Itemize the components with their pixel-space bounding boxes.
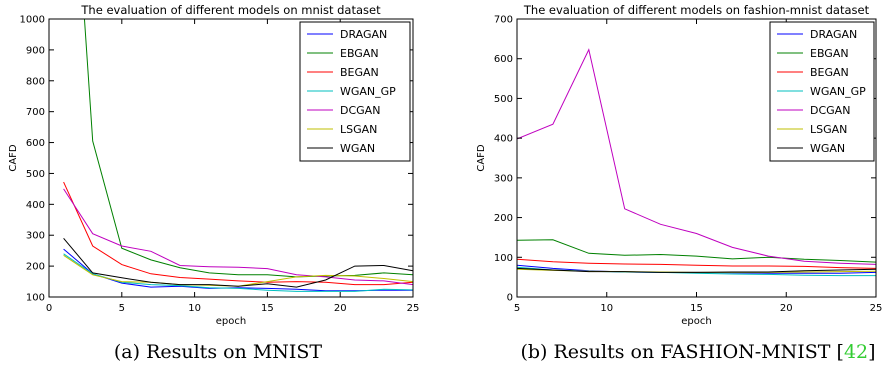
x-tick-label: 25 — [870, 303, 883, 314]
y-tick-label: 200 — [26, 262, 45, 273]
plot-frame — [48, 18, 414, 298]
series-line-ebgan — [83, 19, 413, 278]
legend-label-wgan-gp: WGAN_GP — [810, 85, 866, 98]
caption-fashion-mnist-ref-open: [ — [830, 341, 843, 363]
x-tick-label: 15 — [690, 303, 703, 314]
x-tick-label: 5 — [514, 303, 520, 314]
caption-mnist: (a) Results on MNIST — [114, 341, 323, 363]
caption-fashion-mnist: (b) Results on FASHION-MNIST [42] — [520, 341, 875, 363]
y-tick-label: 700 — [494, 15, 513, 26]
series-line-began — [63, 181, 413, 286]
series-line-began — [517, 258, 876, 269]
y-tick-label: 600 — [494, 54, 513, 65]
y-tick-label: 0 — [507, 293, 513, 304]
legend-label-dragan: DRAGAN — [810, 28, 857, 41]
legend-label-ebgan: EBGAN — [340, 47, 379, 60]
x-tick-label: 5 — [119, 303, 125, 314]
x-tick-label: 20 — [780, 303, 793, 314]
series-line-wgan — [517, 267, 876, 273]
chart-title: The evaluation of different models on mn… — [80, 3, 381, 17]
y-tick-label: 300 — [26, 231, 45, 242]
y-tick-label: 900 — [26, 45, 45, 56]
y-tick-label: 200 — [494, 213, 513, 224]
y-tick-label: 500 — [494, 94, 513, 105]
y-tick-label: 300 — [494, 173, 513, 184]
legend-label-began: BEGAN — [810, 66, 849, 79]
series-line-ebgan — [517, 239, 876, 263]
y-tick-label: 700 — [26, 107, 45, 118]
chart-mnist: 0 5 10 15 20 25 100 200 300 400 500 600 700 800 900 100… — [8, 3, 420, 327]
y-tick-label: 1000 — [20, 15, 45, 26]
legend-label-dcgan: DCGAN — [340, 104, 380, 117]
series-line-wgan-gp — [63, 253, 413, 292]
legend-label-dragan: DRAGAN — [340, 28, 387, 41]
y-tick-label: 100 — [494, 253, 513, 264]
x-tick-label: 10 — [188, 303, 201, 314]
series-group — [63, 19, 413, 292]
legend-label-lsgan: LSGAN — [340, 123, 377, 136]
legend-label-wgan: WGAN — [340, 142, 375, 155]
y-tick-label: 100 — [26, 293, 45, 304]
y-tick-label: 400 — [494, 134, 513, 145]
series-line-dcgan — [517, 48, 876, 265]
series-group — [517, 48, 876, 277]
legend-label-wgan-gp: WGAN_GP — [340, 85, 396, 98]
x-axis-label: epoch — [216, 316, 246, 327]
y-tick-label: 400 — [26, 200, 45, 211]
x-tick-label: 0 — [46, 303, 52, 314]
legend-label-wgan: WGAN — [810, 142, 845, 155]
caption-fashion-mnist-text: (b) Results on FASHION-MNIST — [520, 341, 830, 363]
y-tick-label: 500 — [26, 169, 45, 180]
y-tick-label: 600 — [26, 138, 45, 149]
legend-label-began: BEGAN — [340, 66, 379, 79]
caption-fashion-mnist-ref: 42 — [844, 341, 868, 363]
legend-label-lsgan: LSGAN — [810, 123, 847, 136]
legend-label-dcgan: DCGAN — [810, 104, 850, 117]
y-axis-label: CAFD — [476, 144, 487, 172]
x-tick-label: 10 — [600, 303, 613, 314]
series-line-dcgan — [63, 188, 413, 286]
chart-fashion-mnist: 5 10 15 20 25 0 100 200 300 400 500 600 700 The evalu… — [476, 3, 882, 327]
series-line-wgan — [63, 237, 413, 288]
chart-title: The evaluation of different models on fa… — [523, 3, 870, 17]
x-tick-label: 15 — [261, 303, 274, 314]
x-tick-label: 20 — [334, 303, 347, 314]
legend-label-ebgan: EBGAN — [810, 47, 849, 60]
caption-fashion-mnist-ref-close: ] — [868, 341, 875, 363]
x-axis-label: epoch — [681, 316, 711, 327]
y-tick-label: 800 — [26, 76, 45, 87]
y-axis-label: CAFD — [8, 144, 19, 172]
series-line-dragan — [63, 248, 413, 292]
x-tick-label: 25 — [407, 303, 420, 314]
